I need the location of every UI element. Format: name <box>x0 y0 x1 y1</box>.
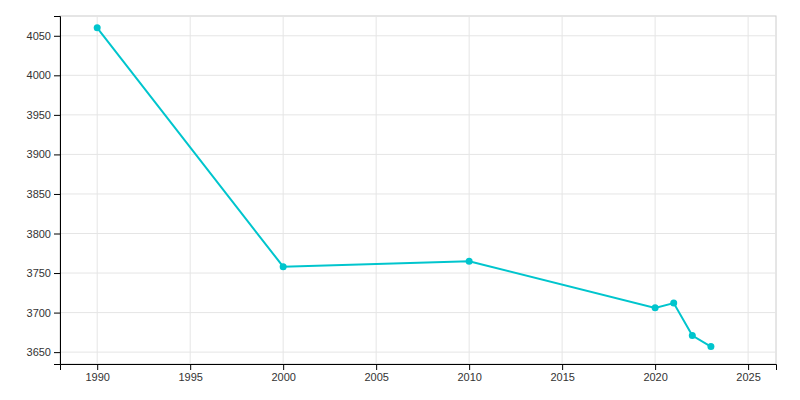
grid-line-x <box>283 16 284 364</box>
grid-line-y <box>60 312 776 313</box>
y-axis-line <box>54 17 61 365</box>
grid-line-x <box>748 16 749 364</box>
x-axis-tick-label: 1990 <box>85 371 109 383</box>
line <box>97 28 711 347</box>
grid-line-y <box>60 35 776 36</box>
y-axis-tick-mark <box>54 115 60 116</box>
point <box>689 332 696 339</box>
series <box>94 24 715 350</box>
y-axis-tick: 3750 <box>27 267 60 279</box>
plot: 1990 1995 2000 2005 2010 2015 2020 2025 3650 3700… <box>27 16 777 383</box>
x-axis-tick-label: 2015 <box>550 371 574 383</box>
grid-line-x <box>376 16 377 364</box>
point <box>670 300 677 307</box>
x-axis-tick-mark <box>376 364 377 370</box>
y-axis-tick: 4000 <box>27 69 60 81</box>
grid-line-x <box>190 16 191 364</box>
grid-line-y <box>60 352 776 353</box>
y-axis-tick: 4050 <box>27 30 60 42</box>
y-axis-tick: 3800 <box>27 228 60 240</box>
y-axis-tick-mark <box>54 352 60 353</box>
plot-frame <box>60 16 776 364</box>
x-axis-tick-mark <box>748 364 749 370</box>
x-axis-tick-label: 2025 <box>736 371 760 383</box>
x-axis-tick: 2020 <box>643 364 667 383</box>
grid-line-x <box>97 16 98 364</box>
y-axis-tick-mark <box>54 313 60 314</box>
grid-line-y <box>60 233 776 234</box>
point <box>707 343 714 350</box>
x-axis-tick-mark <box>97 364 98 370</box>
x-axis-tick-label: 2005 <box>364 371 388 383</box>
grid-line-y <box>60 75 776 76</box>
y-axis-tick: 3650 <box>27 346 60 358</box>
y-axis-tick-mark <box>54 194 60 195</box>
y-axis-tick-mark <box>54 154 60 155</box>
x-axis-tick-label: 2000 <box>271 371 295 383</box>
y-axis-tick-label: 3950 <box>27 109 51 121</box>
x-axis-tick: 1990 <box>85 364 109 383</box>
x-axis-tick-label: 2010 <box>457 371 481 383</box>
x-axis-tick: 2010 <box>457 364 481 383</box>
x-axis-tick-label: 1995 <box>178 371 202 383</box>
x-axis-tick: 2025 <box>736 364 760 383</box>
point <box>652 304 659 311</box>
y-axis-tick: 3850 <box>27 188 60 200</box>
grid-line-x <box>469 16 470 364</box>
x-axis-tick-label: 2020 <box>643 371 667 383</box>
x-axis-tick-mark <box>562 364 563 370</box>
y-axis-tick-mark <box>54 273 60 274</box>
y-axis-tick-label: 4050 <box>27 30 51 42</box>
grid-line-y <box>60 273 776 274</box>
grid-line-y <box>60 193 776 194</box>
y-axis-tick-label: 4000 <box>27 69 51 81</box>
x-axis-tick-mark <box>655 364 656 370</box>
x-axis: 1990 1995 2000 2005 2010 2015 2020 2025 <box>61 364 777 383</box>
y-axis-tick-mark <box>54 234 60 235</box>
y-axis-tick-label: 3650 <box>27 346 51 358</box>
y-axis-tick: 3900 <box>27 148 60 160</box>
y-axis-tick-label: 3800 <box>27 228 51 240</box>
grid-line-x <box>655 16 656 364</box>
y-axis-tick: 3700 <box>27 307 60 319</box>
point <box>466 258 473 265</box>
y-axis: 3650 3700 3750 3800 3850 3900 3950 4000 4050 <box>27 17 61 365</box>
y-axis-tick-label: 3900 <box>27 148 51 160</box>
x-axis-tick: 2015 <box>550 364 574 383</box>
grid <box>60 16 776 364</box>
point <box>280 263 287 270</box>
x-axis-tick: 2005 <box>364 364 388 383</box>
y-axis-tick-label: 3750 <box>27 267 51 279</box>
y-axis-tick: 3950 <box>27 109 60 121</box>
x-axis-tick-mark <box>190 364 191 370</box>
x-axis-tick-mark <box>469 364 470 370</box>
x-axis-tick: 1995 <box>178 364 202 383</box>
y-axis-tick-label: 3700 <box>27 307 51 319</box>
y-axis-tick-mark <box>54 75 60 76</box>
y-axis-tick-label: 3850 <box>27 188 51 200</box>
point <box>94 24 101 31</box>
grid-line-y <box>60 114 776 115</box>
x-axis-line <box>61 365 777 371</box>
grid-line-y <box>60 154 776 155</box>
x-axis-tick-mark <box>283 364 284 370</box>
grid-line-x <box>562 16 563 364</box>
chart: 1990 1995 2000 2005 2010 2015 2020 2025 3650 3700… <box>0 0 800 400</box>
x-axis-tick: 2000 <box>271 364 295 383</box>
y-axis-tick-mark <box>54 36 60 37</box>
